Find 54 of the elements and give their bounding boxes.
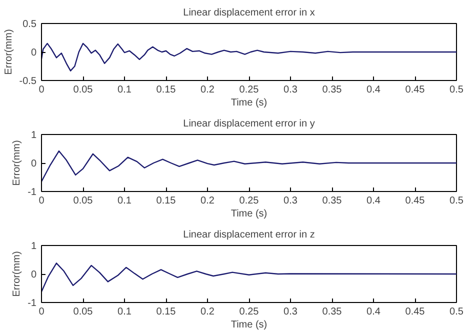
x-tick-label: 0.25: [239, 306, 260, 318]
y-axis-title: Error(mm): [3, 29, 14, 75]
x-tick-label: 0.15: [156, 306, 176, 318]
x-tick-label: 0.35: [322, 196, 342, 206]
x-tick-label: 0.5: [450, 84, 464, 96]
chart-title: Linear displacement error in x: [183, 8, 315, 18]
x-tick-label: 0.4: [366, 84, 381, 96]
line-series: [42, 150, 456, 182]
x-tick-label: 0.2: [200, 306, 215, 318]
x-tick-label: 0: [38, 84, 45, 96]
chart-title: Linear displacement error in z: [183, 230, 315, 240]
x-tick-label: 0.25: [239, 84, 260, 96]
y-tick-label: 0: [30, 270, 37, 280]
y-tick-label: 0.5: [22, 19, 37, 30]
y-tick-label: 1: [30, 130, 37, 141]
y-axis-title: Error(mm): [12, 140, 23, 186]
x-tick-label: 0.35: [322, 306, 342, 318]
x-tick-label: 0.1: [118, 306, 132, 318]
y-tick-label: -1: [28, 187, 37, 198]
x-tick-label: 0.45: [405, 84, 426, 96]
x-tick-label: 0.15: [156, 84, 176, 96]
y-axis-title: Error(mm): [12, 251, 23, 297]
x-tick-label: 0.5: [450, 196, 464, 206]
x-tick-label: 0.2: [200, 84, 215, 96]
x-tick-label: 0.15: [156, 196, 176, 206]
x-tick-label: 0.25: [239, 196, 260, 206]
x-tick-label: 0.4: [366, 196, 381, 206]
x-axis-title: Time (s): [230, 320, 268, 330]
x-tick-label: 0.3: [284, 306, 298, 318]
y-tick-label: 1: [30, 241, 37, 252]
line-series: [42, 262, 456, 292]
x-tick-label: 0.05: [73, 196, 94, 206]
x-tick-label: 0: [38, 196, 45, 206]
y-tick-label: 0: [30, 158, 37, 170]
x-tick-label: 0.4: [366, 306, 381, 318]
x-tick-label: 0.2: [200, 196, 215, 206]
x-tick-label: 0.05: [73, 84, 94, 96]
x-tick-label: 0.3: [284, 196, 298, 206]
x-tick-label: 0.05: [73, 306, 94, 318]
x-tick-label: 0.1: [118, 84, 132, 96]
x-tick-label: 0.35: [322, 84, 342, 96]
x-tick-label: 0: [38, 306, 45, 318]
chart-title: Linear displacement error in y: [183, 118, 315, 130]
x-tick-label: 0.45: [405, 196, 426, 206]
y-tick-label: -0.5: [19, 76, 37, 87]
x-tick-label: 0.1: [118, 196, 132, 206]
y-tick-label: -1: [28, 298, 37, 309]
y-tick-label: 0: [30, 48, 37, 58]
line-series: [42, 42, 456, 72]
x-tick-label: 0.3: [284, 84, 298, 96]
x-axis-title: Time (s): [230, 98, 268, 108]
x-tick-label: 0.5: [450, 306, 464, 318]
x-axis-title: Time (s): [230, 208, 268, 220]
x-tick-label: 0.45: [405, 306, 426, 318]
